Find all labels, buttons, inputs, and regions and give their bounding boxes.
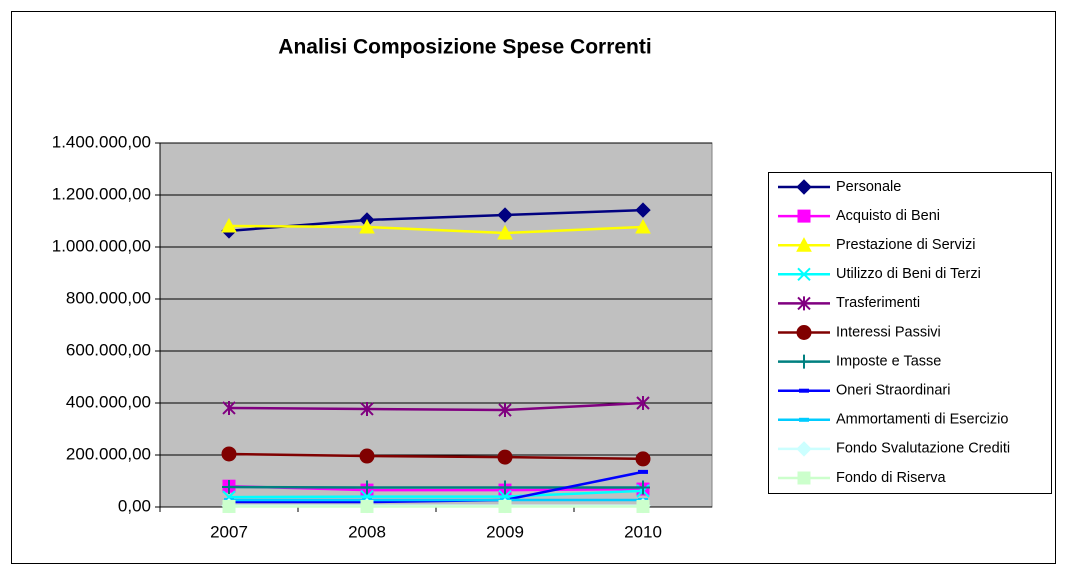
marker — [221, 217, 237, 233]
marker — [222, 499, 236, 513]
x-tick-label: 2008 — [348, 522, 386, 541]
marker — [636, 499, 650, 513]
marker — [221, 446, 237, 462]
legend-label: Oneri Straordinari — [836, 383, 950, 399]
y-tick-label: 800.000,00 — [66, 288, 151, 307]
legend: Personale Acquisto di Beni Prestazione di … — [768, 172, 1052, 494]
marker — [797, 354, 811, 369]
y-tick-label: 1.000.000,00 — [52, 236, 151, 255]
legend-label: Trasferimenti — [836, 295, 920, 311]
series-line — [228, 489, 644, 499]
marker — [635, 202, 651, 218]
marker — [360, 499, 374, 513]
marker — [796, 237, 812, 252]
series — [222, 396, 650, 418]
x-tick-label: 2007 — [210, 522, 248, 541]
y-tick-label: 400.000,00 — [66, 392, 151, 411]
y-tick-label: 200.000,00 — [66, 444, 151, 463]
series-line — [228, 224, 644, 235]
series — [221, 446, 651, 467]
x-tick-label: 2010 — [624, 522, 662, 541]
marker — [797, 209, 811, 223]
marker — [796, 441, 812, 457]
marker — [498, 403, 512, 418]
y-tick-label: 1.200.000,00 — [52, 184, 151, 203]
marker — [796, 179, 812, 195]
marker — [497, 449, 513, 465]
legend-label: Imposte e Tasse — [836, 353, 941, 369]
y-tick-label: 0,00 — [118, 496, 151, 515]
marker — [222, 400, 236, 415]
marker — [360, 480, 374, 495]
marker — [359, 448, 375, 464]
marker — [497, 207, 513, 223]
x-tick-label: 2009 — [486, 522, 524, 541]
plot-area — [159, 142, 713, 508]
marker — [360, 401, 374, 416]
legend-label: Acquisto di Beni — [836, 208, 940, 224]
legend-label: Ammortamenti di Esercizio — [836, 412, 1008, 428]
marker — [797, 296, 811, 311]
marker — [498, 480, 512, 495]
y-tick-label: 1.400.000,00 — [52, 132, 151, 151]
legend-label: Utilizzo di Beni di Terzi — [836, 266, 981, 282]
marker — [359, 218, 375, 234]
marker — [497, 224, 513, 240]
legend-label: Prestazione di Servizi — [836, 237, 975, 253]
series — [221, 217, 651, 240]
y-tick-label: 600.000,00 — [66, 340, 151, 359]
marker — [797, 267, 811, 282]
marker — [636, 396, 650, 410]
series — [222, 479, 650, 495]
chart-title: Analisi Composizione Spese Correnti — [278, 36, 651, 59]
marker — [635, 451, 651, 467]
marker — [799, 417, 809, 422]
marker — [636, 480, 650, 495]
series-line — [228, 485, 643, 489]
marker — [799, 388, 809, 393]
marker — [797, 471, 811, 485]
legend-label: Fondo Svalutazione Crediti — [836, 441, 1010, 457]
marker — [635, 218, 651, 234]
marker — [638, 469, 648, 474]
legend-label: Interessi Passivi — [836, 324, 941, 340]
legend-label: Fondo di Riserva — [836, 470, 947, 486]
series-line — [228, 452, 644, 461]
marker — [222, 479, 236, 494]
marker — [498, 499, 512, 513]
marker — [796, 325, 812, 340]
series-line — [228, 401, 644, 412]
series — [222, 499, 650, 513]
legend-label: Personale — [836, 179, 901, 195]
